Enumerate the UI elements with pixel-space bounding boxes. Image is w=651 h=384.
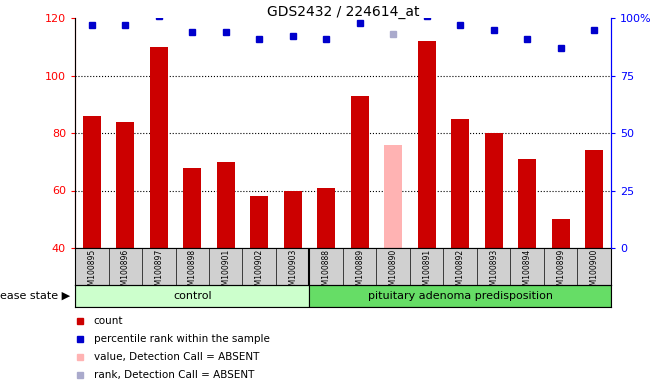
Text: GSM100902: GSM100902 — [255, 249, 264, 295]
Bar — [317, 188, 335, 248]
Text: rank, Detection Call = ABSENT: rank, Detection Call = ABSENT — [94, 370, 254, 380]
Text: GSM100896: GSM100896 — [120, 249, 130, 295]
Text: GSM100888: GSM100888 — [322, 249, 331, 295]
Text: pituitary adenoma predisposition: pituitary adenoma predisposition — [368, 291, 553, 301]
Text: GSM100903: GSM100903 — [288, 249, 298, 295]
Text: GSM100900: GSM100900 — [590, 249, 599, 295]
Text: GDS2432 / 224614_at: GDS2432 / 224614_at — [267, 5, 419, 19]
Bar — [83, 116, 101, 248]
Text: count: count — [94, 316, 123, 326]
Bar — [116, 121, 135, 248]
Text: GSM100894: GSM100894 — [523, 249, 532, 295]
Bar — [350, 96, 369, 248]
Text: control: control — [173, 291, 212, 301]
Text: GSM100899: GSM100899 — [556, 249, 565, 295]
Bar — [518, 159, 536, 248]
FancyBboxPatch shape — [309, 285, 611, 307]
Text: GSM100889: GSM100889 — [355, 249, 365, 295]
Bar — [585, 150, 603, 248]
Text: GSM100901: GSM100901 — [221, 249, 230, 295]
Bar — [250, 196, 268, 248]
Bar — [484, 133, 503, 248]
Bar — [284, 190, 302, 248]
Text: disease state ▶: disease state ▶ — [0, 291, 70, 301]
Text: GSM100895: GSM100895 — [87, 249, 96, 295]
Text: GSM100890: GSM100890 — [389, 249, 398, 295]
Bar — [451, 119, 469, 248]
Bar — [150, 47, 168, 248]
Bar — [417, 41, 436, 248]
Text: value, Detection Call = ABSENT: value, Detection Call = ABSENT — [94, 352, 259, 362]
Text: percentile rank within the sample: percentile rank within the sample — [94, 334, 270, 344]
Bar — [384, 144, 402, 248]
Text: GSM100898: GSM100898 — [187, 249, 197, 295]
Text: GSM100892: GSM100892 — [456, 249, 465, 295]
Text: GSM100891: GSM100891 — [422, 249, 431, 295]
FancyBboxPatch shape — [75, 285, 309, 307]
Bar — [551, 219, 570, 248]
Text: GSM100897: GSM100897 — [154, 249, 163, 295]
Text: GSM100893: GSM100893 — [490, 249, 498, 295]
Bar — [217, 162, 235, 248]
Bar — [183, 167, 201, 248]
